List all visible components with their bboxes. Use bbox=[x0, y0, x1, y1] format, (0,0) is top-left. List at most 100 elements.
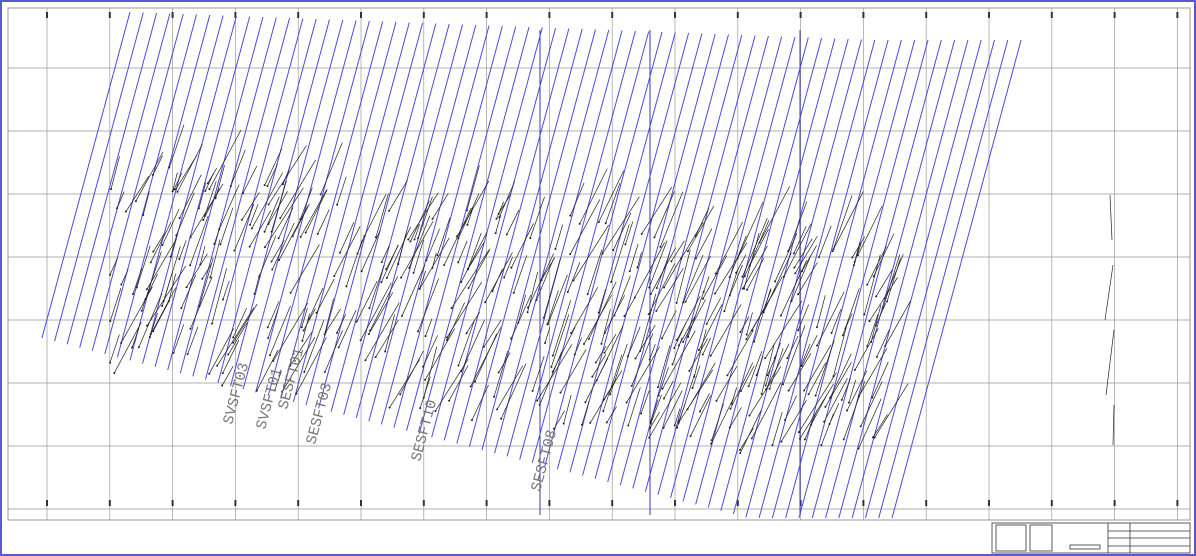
well-head bbox=[267, 203, 270, 206]
well-head bbox=[841, 334, 844, 337]
well-head bbox=[503, 276, 506, 279]
grid-tick bbox=[171, 500, 174, 506]
well-trace bbox=[264, 196, 280, 232]
well-head bbox=[786, 357, 789, 360]
well-trace bbox=[274, 370, 282, 391]
well-head bbox=[884, 345, 887, 348]
well-trace bbox=[338, 309, 357, 348]
well-head bbox=[680, 257, 683, 260]
well-head bbox=[743, 275, 746, 278]
well-head bbox=[705, 322, 708, 325]
well-trace bbox=[249, 210, 272, 247]
well-head bbox=[384, 350, 387, 353]
well-head bbox=[295, 392, 298, 395]
well-trace bbox=[417, 196, 433, 239]
grid-tick bbox=[674, 500, 676, 506]
well-head bbox=[871, 436, 874, 439]
well-head bbox=[152, 250, 155, 253]
well-head bbox=[790, 300, 793, 303]
well-trace bbox=[458, 321, 475, 366]
well-trace bbox=[381, 245, 390, 263]
well-trace bbox=[794, 235, 818, 274]
well-trace bbox=[631, 333, 654, 387]
seismic-line bbox=[695, 37, 823, 505]
well-head bbox=[714, 272, 717, 275]
well-head bbox=[304, 231, 307, 234]
well-head bbox=[109, 273, 112, 276]
well-trace bbox=[672, 337, 683, 365]
well-head bbox=[701, 297, 704, 300]
well-head bbox=[623, 315, 626, 318]
well-head bbox=[535, 299, 538, 302]
well-head bbox=[633, 296, 636, 299]
grid-tick bbox=[360, 500, 362, 506]
well-trace bbox=[740, 316, 750, 333]
well-trace bbox=[517, 294, 527, 323]
well-trace bbox=[536, 258, 554, 301]
well-head bbox=[612, 249, 615, 252]
well-trace bbox=[190, 183, 224, 238]
well-head bbox=[688, 369, 691, 372]
well-trace bbox=[606, 406, 617, 423]
grid-tick bbox=[1113, 500, 1116, 506]
well-trace bbox=[397, 231, 407, 265]
well-head bbox=[797, 293, 800, 296]
well-trace bbox=[804, 409, 818, 440]
well-trace bbox=[753, 288, 772, 342]
well-head bbox=[587, 337, 590, 340]
well-head bbox=[324, 331, 327, 334]
well-trace bbox=[301, 307, 308, 328]
well-trace bbox=[886, 258, 901, 302]
well-trace bbox=[186, 253, 208, 288]
well-trace bbox=[222, 280, 230, 300]
well-trace bbox=[742, 218, 768, 277]
well-head bbox=[766, 374, 769, 377]
well-head bbox=[360, 270, 363, 273]
well-trace bbox=[496, 201, 504, 219]
well-head bbox=[315, 311, 318, 314]
well-trace bbox=[882, 254, 901, 309]
well-head bbox=[823, 420, 826, 423]
well-trace bbox=[401, 264, 426, 317]
well-trace bbox=[676, 249, 691, 303]
well-head bbox=[562, 422, 565, 425]
well-head bbox=[745, 333, 748, 336]
well-trace bbox=[800, 343, 811, 367]
well-head bbox=[482, 345, 485, 348]
well-trace bbox=[242, 165, 258, 194]
well-head bbox=[566, 291, 569, 294]
well-head bbox=[663, 286, 666, 289]
well-trace bbox=[278, 207, 294, 239]
well-head bbox=[803, 389, 806, 392]
well-head bbox=[273, 389, 276, 392]
well-head bbox=[434, 409, 437, 412]
seismic-line bbox=[280, 21, 384, 399]
grid-tick bbox=[611, 500, 614, 506]
well-trace bbox=[317, 209, 330, 235]
well-trace bbox=[583, 294, 612, 345]
well-trace bbox=[761, 343, 775, 395]
well-trace bbox=[176, 192, 195, 236]
well-head bbox=[648, 286, 651, 289]
well-trace bbox=[729, 407, 742, 428]
well-head bbox=[279, 217, 282, 220]
well-trace bbox=[703, 276, 710, 292]
well-trace bbox=[821, 413, 834, 446]
well-trace bbox=[279, 159, 316, 219]
well-head bbox=[457, 237, 460, 240]
well-trace bbox=[369, 276, 399, 331]
well-trace bbox=[727, 329, 754, 376]
well-trace bbox=[724, 269, 739, 312]
seismic-line bbox=[619, 34, 743, 486]
well-trace bbox=[563, 394, 572, 424]
grid-tick bbox=[485, 500, 488, 506]
well-head bbox=[388, 406, 391, 409]
well-trace bbox=[818, 225, 832, 258]
grid-tick bbox=[422, 12, 425, 18]
well-head bbox=[204, 190, 207, 193]
well-trace bbox=[658, 367, 669, 396]
well-trace bbox=[695, 207, 710, 237]
well-head bbox=[817, 256, 820, 259]
well-head bbox=[536, 399, 539, 402]
well-trace bbox=[699, 393, 710, 412]
